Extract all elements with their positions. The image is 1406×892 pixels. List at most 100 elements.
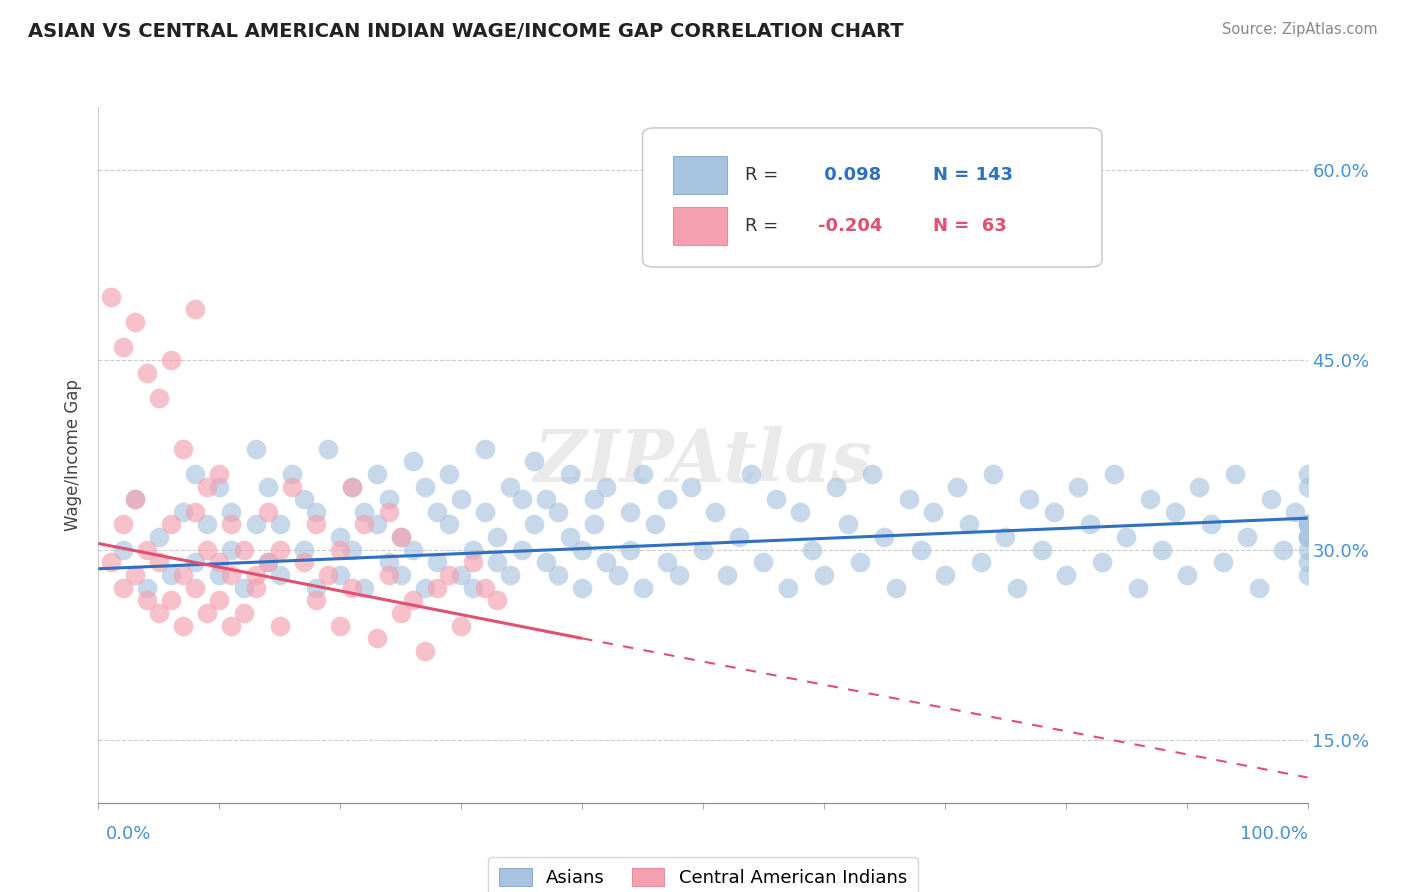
Point [910, 542, 932, 557]
Point [377, 492, 399, 507]
Point [1152, 542, 1174, 557]
Point [463, 581, 485, 595]
Point [389, 530, 412, 544]
Point [474, 442, 496, 456]
Point [1163, 505, 1185, 519]
Point [1212, 556, 1234, 570]
Point [486, 593, 509, 607]
Point [377, 568, 399, 582]
Point [437, 467, 460, 481]
Point [305, 505, 328, 519]
Point [1296, 479, 1319, 493]
Point [160, 517, 183, 532]
Point [402, 542, 425, 557]
Point [595, 479, 617, 493]
Text: N =  63: N = 63 [932, 217, 1007, 235]
Point [184, 505, 207, 519]
Point [111, 517, 134, 532]
Point [450, 492, 472, 507]
Point [305, 593, 328, 607]
Text: 0.098: 0.098 [818, 166, 882, 185]
Point [413, 581, 436, 595]
Point [256, 505, 278, 519]
Point [679, 479, 702, 493]
Point [860, 467, 883, 481]
FancyBboxPatch shape [643, 128, 1102, 267]
Point [342, 542, 364, 557]
Point [208, 479, 231, 493]
Point [148, 391, 170, 405]
Point [849, 556, 872, 570]
Point [644, 517, 666, 532]
Text: ASIAN VS CENTRAL AMERICAN INDIAN WAGE/INCOME GAP CORRELATION CHART: ASIAN VS CENTRAL AMERICAN INDIAN WAGE/IN… [28, 22, 904, 41]
Point [571, 581, 593, 595]
Point [221, 542, 243, 557]
Point [256, 556, 278, 570]
Point [232, 606, 254, 620]
Point [184, 556, 207, 570]
Point [547, 568, 569, 582]
Point [981, 467, 1004, 481]
Point [1284, 505, 1306, 519]
Point [813, 568, 835, 582]
Point [124, 315, 146, 329]
Point [534, 556, 557, 570]
Text: N = 143: N = 143 [932, 166, 1012, 185]
Point [256, 479, 278, 493]
Point [886, 581, 908, 595]
Point [619, 505, 641, 519]
Point [172, 505, 194, 519]
Point [221, 517, 243, 532]
Point [1296, 517, 1319, 532]
Point [100, 556, 122, 570]
FancyBboxPatch shape [673, 207, 727, 244]
Point [292, 492, 315, 507]
Point [692, 542, 714, 557]
Point [221, 505, 243, 519]
Point [366, 517, 388, 532]
Point [160, 593, 183, 607]
Point [316, 442, 339, 456]
Point [994, 530, 1017, 544]
Point [1078, 517, 1101, 532]
Point [583, 492, 606, 507]
Point [342, 581, 364, 595]
Point [1296, 530, 1319, 544]
Point [195, 606, 218, 620]
Point [389, 568, 412, 582]
Text: R =: R = [745, 217, 779, 235]
Point [523, 454, 546, 468]
Text: 0.0%: 0.0% [105, 825, 150, 843]
Point [1054, 568, 1077, 582]
Point [631, 581, 654, 595]
Point [208, 568, 231, 582]
Point [329, 618, 352, 632]
Point [100, 290, 122, 304]
Point [1296, 556, 1319, 570]
Point [1296, 530, 1319, 544]
Point [232, 581, 254, 595]
Point [1296, 467, 1319, 481]
Point [1260, 492, 1282, 507]
Point [558, 530, 581, 544]
Point [124, 492, 146, 507]
Point [474, 505, 496, 519]
Point [208, 467, 231, 481]
Point [269, 618, 291, 632]
Point [366, 632, 388, 646]
Point [245, 517, 267, 532]
Point [498, 568, 520, 582]
Point [281, 479, 304, 493]
Point [498, 479, 520, 493]
Point [245, 581, 267, 595]
Point [1031, 542, 1053, 557]
Point [148, 556, 170, 570]
FancyBboxPatch shape [673, 156, 727, 194]
Point [316, 568, 339, 582]
Point [1175, 568, 1198, 582]
Point [740, 467, 762, 481]
Point [716, 568, 738, 582]
Point [921, 505, 943, 519]
Point [413, 479, 436, 493]
Point [510, 542, 533, 557]
